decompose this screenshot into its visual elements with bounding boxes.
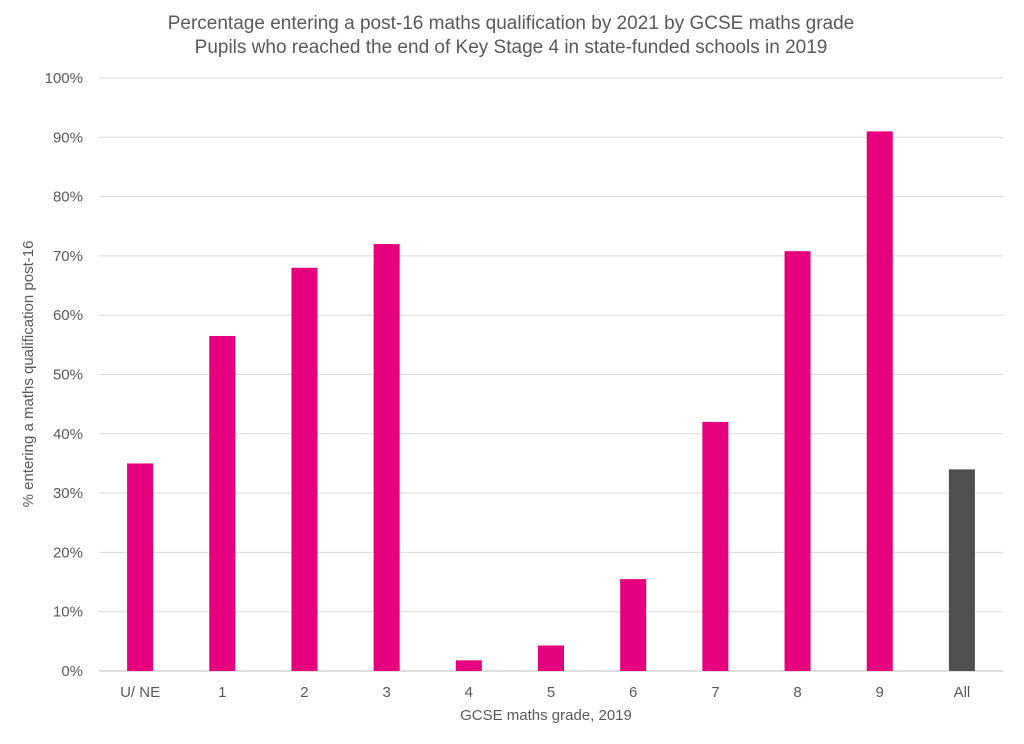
bar: [373, 244, 400, 672]
bar: [209, 335, 236, 671]
bar: [620, 579, 647, 671]
x-tick-label: 6: [629, 684, 637, 701]
chart-title: Percentage entering a post-16 maths qual…: [168, 13, 855, 34]
y-tick-label: 10%: [53, 604, 83, 621]
y-tick-label: 20%: [53, 544, 83, 561]
gridlines: [99, 77, 1003, 672]
bar: [538, 645, 564, 671]
y-tick-label: 80%: [53, 189, 83, 206]
x-tick-label: 3: [382, 684, 390, 701]
x-tick-label: 1: [218, 684, 226, 701]
x-tick-label: 7: [711, 684, 719, 701]
y-tick-label: 30%: [53, 485, 83, 502]
chart-subtitle: Pupils who reached the end of Key Stage …: [195, 37, 828, 58]
bar: [127, 463, 154, 671]
y-tick-label: 100%: [45, 70, 83, 87]
bar: [455, 660, 482, 671]
bar: [702, 421, 729, 671]
x-axis-ticks: U/ NE 1 2 3 4 5 6 7 8 9 All: [120, 684, 970, 701]
y-axis-ticks: 0% 10% 20% 30% 40% 50% 60% 70% 80% 90% 100%: [45, 70, 83, 680]
y-tick-label: 90%: [53, 129, 83, 146]
y-tick-label: 50%: [53, 367, 83, 384]
bar: [948, 469, 975, 671]
bars: [127, 131, 975, 672]
x-tick-label: 9: [876, 684, 884, 701]
x-tick-label: 2: [300, 684, 308, 701]
y-tick-label: 0%: [61, 663, 83, 680]
x-tick-label: 4: [465, 684, 473, 701]
x-tick-label: 5: [547, 684, 555, 701]
y-tick-label: 60%: [53, 307, 83, 324]
bar: [291, 267, 318, 671]
x-tick-label: 8: [793, 684, 801, 701]
y-tick-label: 40%: [53, 426, 83, 443]
x-axis-title: GCSE maths grade, 2019: [460, 707, 632, 724]
y-axis-title: % entering a maths qualification post-16: [20, 241, 37, 508]
y-tick-label: 70%: [53, 248, 83, 265]
x-tick-label: U/ NE: [120, 684, 160, 701]
bar: [866, 131, 893, 671]
bar: [784, 251, 811, 671]
x-tick-label: All: [954, 684, 971, 701]
